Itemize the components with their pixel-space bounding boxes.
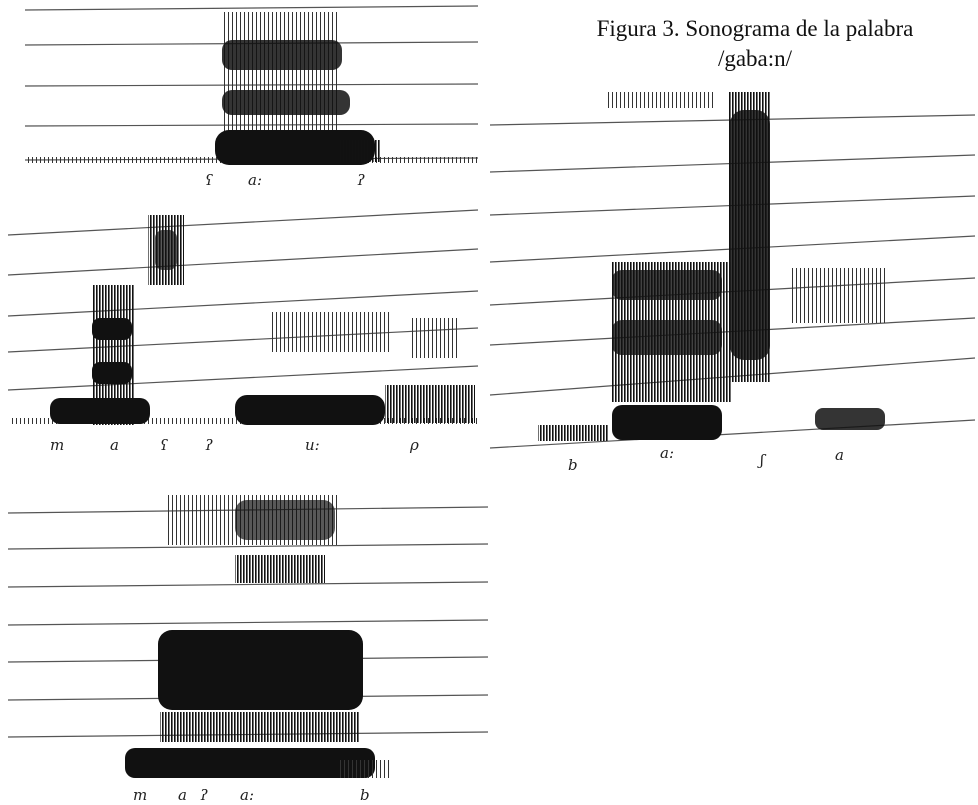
segment-label: a xyxy=(178,786,187,804)
segment-label: a: xyxy=(660,444,674,462)
segment-label: a xyxy=(835,446,844,464)
segment-label: b xyxy=(360,786,370,804)
segment-label: b xyxy=(568,456,578,474)
segment-label: ʃ xyxy=(757,451,767,469)
spectrogram-2-traces xyxy=(10,215,480,425)
segment-label: ʔ xyxy=(205,436,213,454)
spectrogram-1: ʕ a: ʔ xyxy=(24,5,479,189)
segment-label: m xyxy=(133,786,147,804)
spectrogram-4-traces xyxy=(538,92,888,441)
spectrogram-4: b a: ʃ a xyxy=(489,92,976,474)
caption-transcription: /gaba:n/ xyxy=(717,46,793,71)
figure-caption: Figura 3. Sonograma de la palabra /gaba:… xyxy=(540,14,970,74)
segment-label: m xyxy=(50,436,64,454)
segment-label: ρ xyxy=(409,436,419,454)
caption-title: Figura 3. Sonograma de la palabra xyxy=(596,16,914,41)
spectrogram-2: m a ʕ ʔ u: ρ xyxy=(7,209,480,454)
segment-label: a xyxy=(110,436,119,454)
segment-label: a: xyxy=(240,786,254,804)
spectrogram-2-ruling xyxy=(7,209,479,391)
spectrogram-3-traces xyxy=(125,495,390,778)
segment-label: a: xyxy=(248,171,262,189)
segment-label: ʔ xyxy=(200,786,208,804)
segment-label: ʕ xyxy=(205,171,213,189)
spectrogram-3: m a ʔ a: b xyxy=(7,495,489,804)
segment-label: ʕ xyxy=(160,436,168,454)
spectrogram-1-traces xyxy=(28,12,478,165)
segment-label: u: xyxy=(305,436,320,454)
segment-label: ʔ xyxy=(357,171,365,189)
